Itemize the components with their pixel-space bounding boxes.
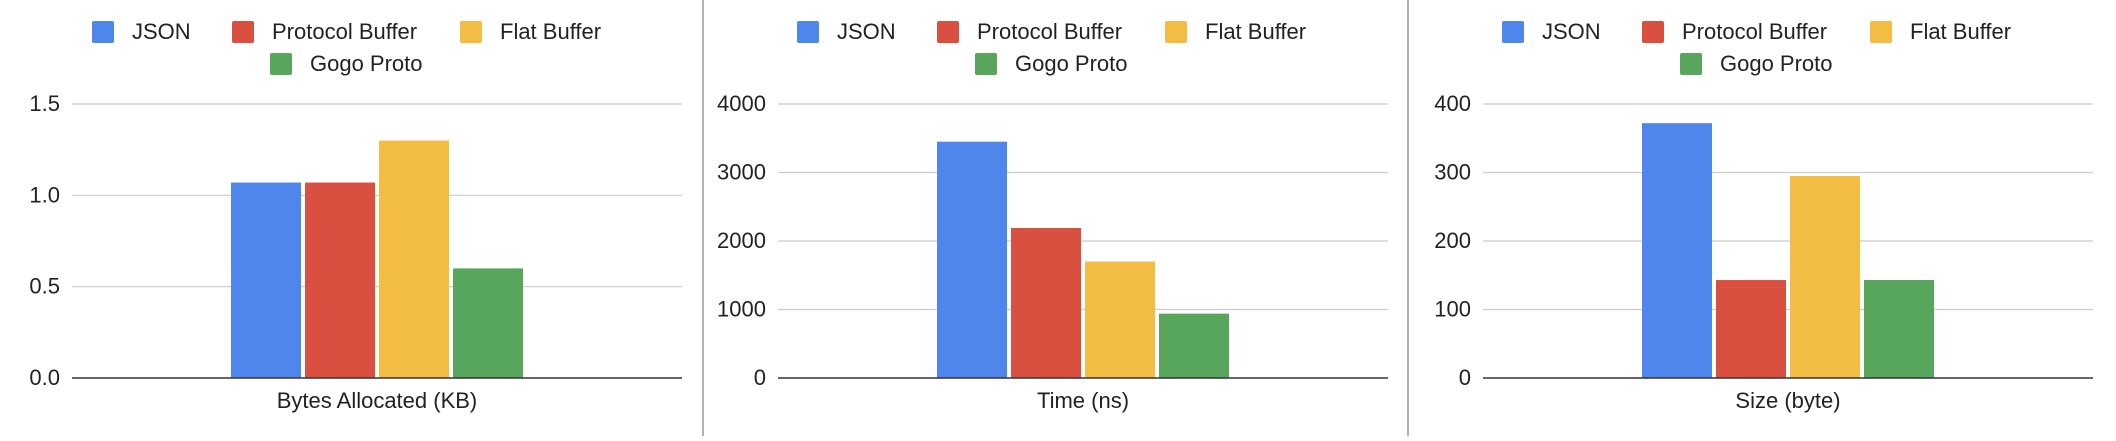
- legend-label: Gogo Proto: [310, 51, 423, 76]
- bar-protocol-buffer: [305, 182, 375, 378]
- chart-panel-1: JSON Protocol Buffer Flat Buffer Gogo Proto…: [29, 19, 682, 413]
- y-tick-label: 0: [1459, 365, 1471, 390]
- bar-gogo-proto: [1159, 313, 1229, 378]
- y-tick-label: 300: [1434, 160, 1471, 185]
- legend-swatch: [797, 21, 819, 43]
- legend-swatch: [1680, 53, 1702, 75]
- legend-label: JSON: [132, 19, 191, 44]
- legend-label: Protocol Buffer: [1682, 19, 1827, 44]
- bar-protocol-buffer: [1011, 227, 1081, 378]
- bar-protocol-buffer: [1716, 280, 1786, 378]
- bar-flat-buffer: [379, 140, 449, 378]
- legend-label: Flat Buffer: [1205, 19, 1306, 44]
- bar-json: [1642, 123, 1712, 379]
- x-axis-label: Size (byte): [1735, 388, 1840, 413]
- legend-swatch: [270, 53, 292, 75]
- y-tick-label: 1000: [717, 297, 766, 322]
- y-tick-label: 100: [1434, 297, 1471, 322]
- legend-swatch: [232, 21, 254, 43]
- bar-flat-buffer: [1085, 261, 1155, 378]
- legend-label: Protocol Buffer: [977, 19, 1122, 44]
- y-tick-label: 3000: [717, 160, 766, 185]
- legend-label: JSON: [837, 19, 896, 44]
- chart-panel-3: JSON Protocol Buffer Flat Buffer Gogo Proto…: [1434, 19, 2093, 413]
- legend: JSON Protocol Buffer Flat Buffer Gogo Proto: [1502, 19, 2011, 76]
- y-tick-label: 0: [754, 365, 766, 390]
- bar-gogo-proto: [453, 268, 523, 378]
- y-tick-label: 200: [1434, 228, 1471, 253]
- legend-swatch: [460, 21, 482, 43]
- chart-panel-2: JSON Protocol Buffer Flat Buffer Gogo Proto…: [717, 19, 1388, 413]
- bar-gogo-proto: [1864, 280, 1934, 378]
- legend: JSON Protocol Buffer Flat Buffer Gogo Proto: [797, 19, 1306, 76]
- legend-label: Flat Buffer: [500, 19, 601, 44]
- legend-swatch: [92, 21, 114, 43]
- legend-swatch: [1642, 21, 1664, 43]
- bar-flat-buffer: [1790, 175, 1860, 378]
- legend-label: Gogo Proto: [1720, 51, 1833, 76]
- legend: JSON Protocol Buffer Flat Buffer Gogo Proto: [92, 19, 601, 76]
- legend-label: Gogo Proto: [1015, 51, 1128, 76]
- legend-swatch: [1165, 21, 1187, 43]
- legend-label: JSON: [1542, 19, 1601, 44]
- x-axis-label: Time (ns): [1037, 388, 1129, 413]
- legend-swatch: [975, 53, 997, 75]
- legend-swatch: [1870, 21, 1892, 43]
- legend-swatch: [937, 21, 959, 43]
- y-tick-label: 1.0: [29, 182, 60, 207]
- x-axis-label: Bytes Allocated (KB): [277, 388, 478, 413]
- legend-label: Protocol Buffer: [272, 19, 417, 44]
- bar-json: [937, 141, 1007, 378]
- legend-swatch: [1502, 21, 1524, 43]
- bar-json: [231, 182, 301, 378]
- y-tick-label: 0.0: [29, 365, 60, 390]
- y-tick-label: 2000: [717, 228, 766, 253]
- y-tick-label: 400: [1434, 91, 1471, 116]
- y-tick-label: 0.5: [29, 274, 60, 299]
- y-tick-label: 1.5: [29, 91, 60, 116]
- legend-label: Flat Buffer: [1910, 19, 2011, 44]
- y-tick-label: 4000: [717, 91, 766, 116]
